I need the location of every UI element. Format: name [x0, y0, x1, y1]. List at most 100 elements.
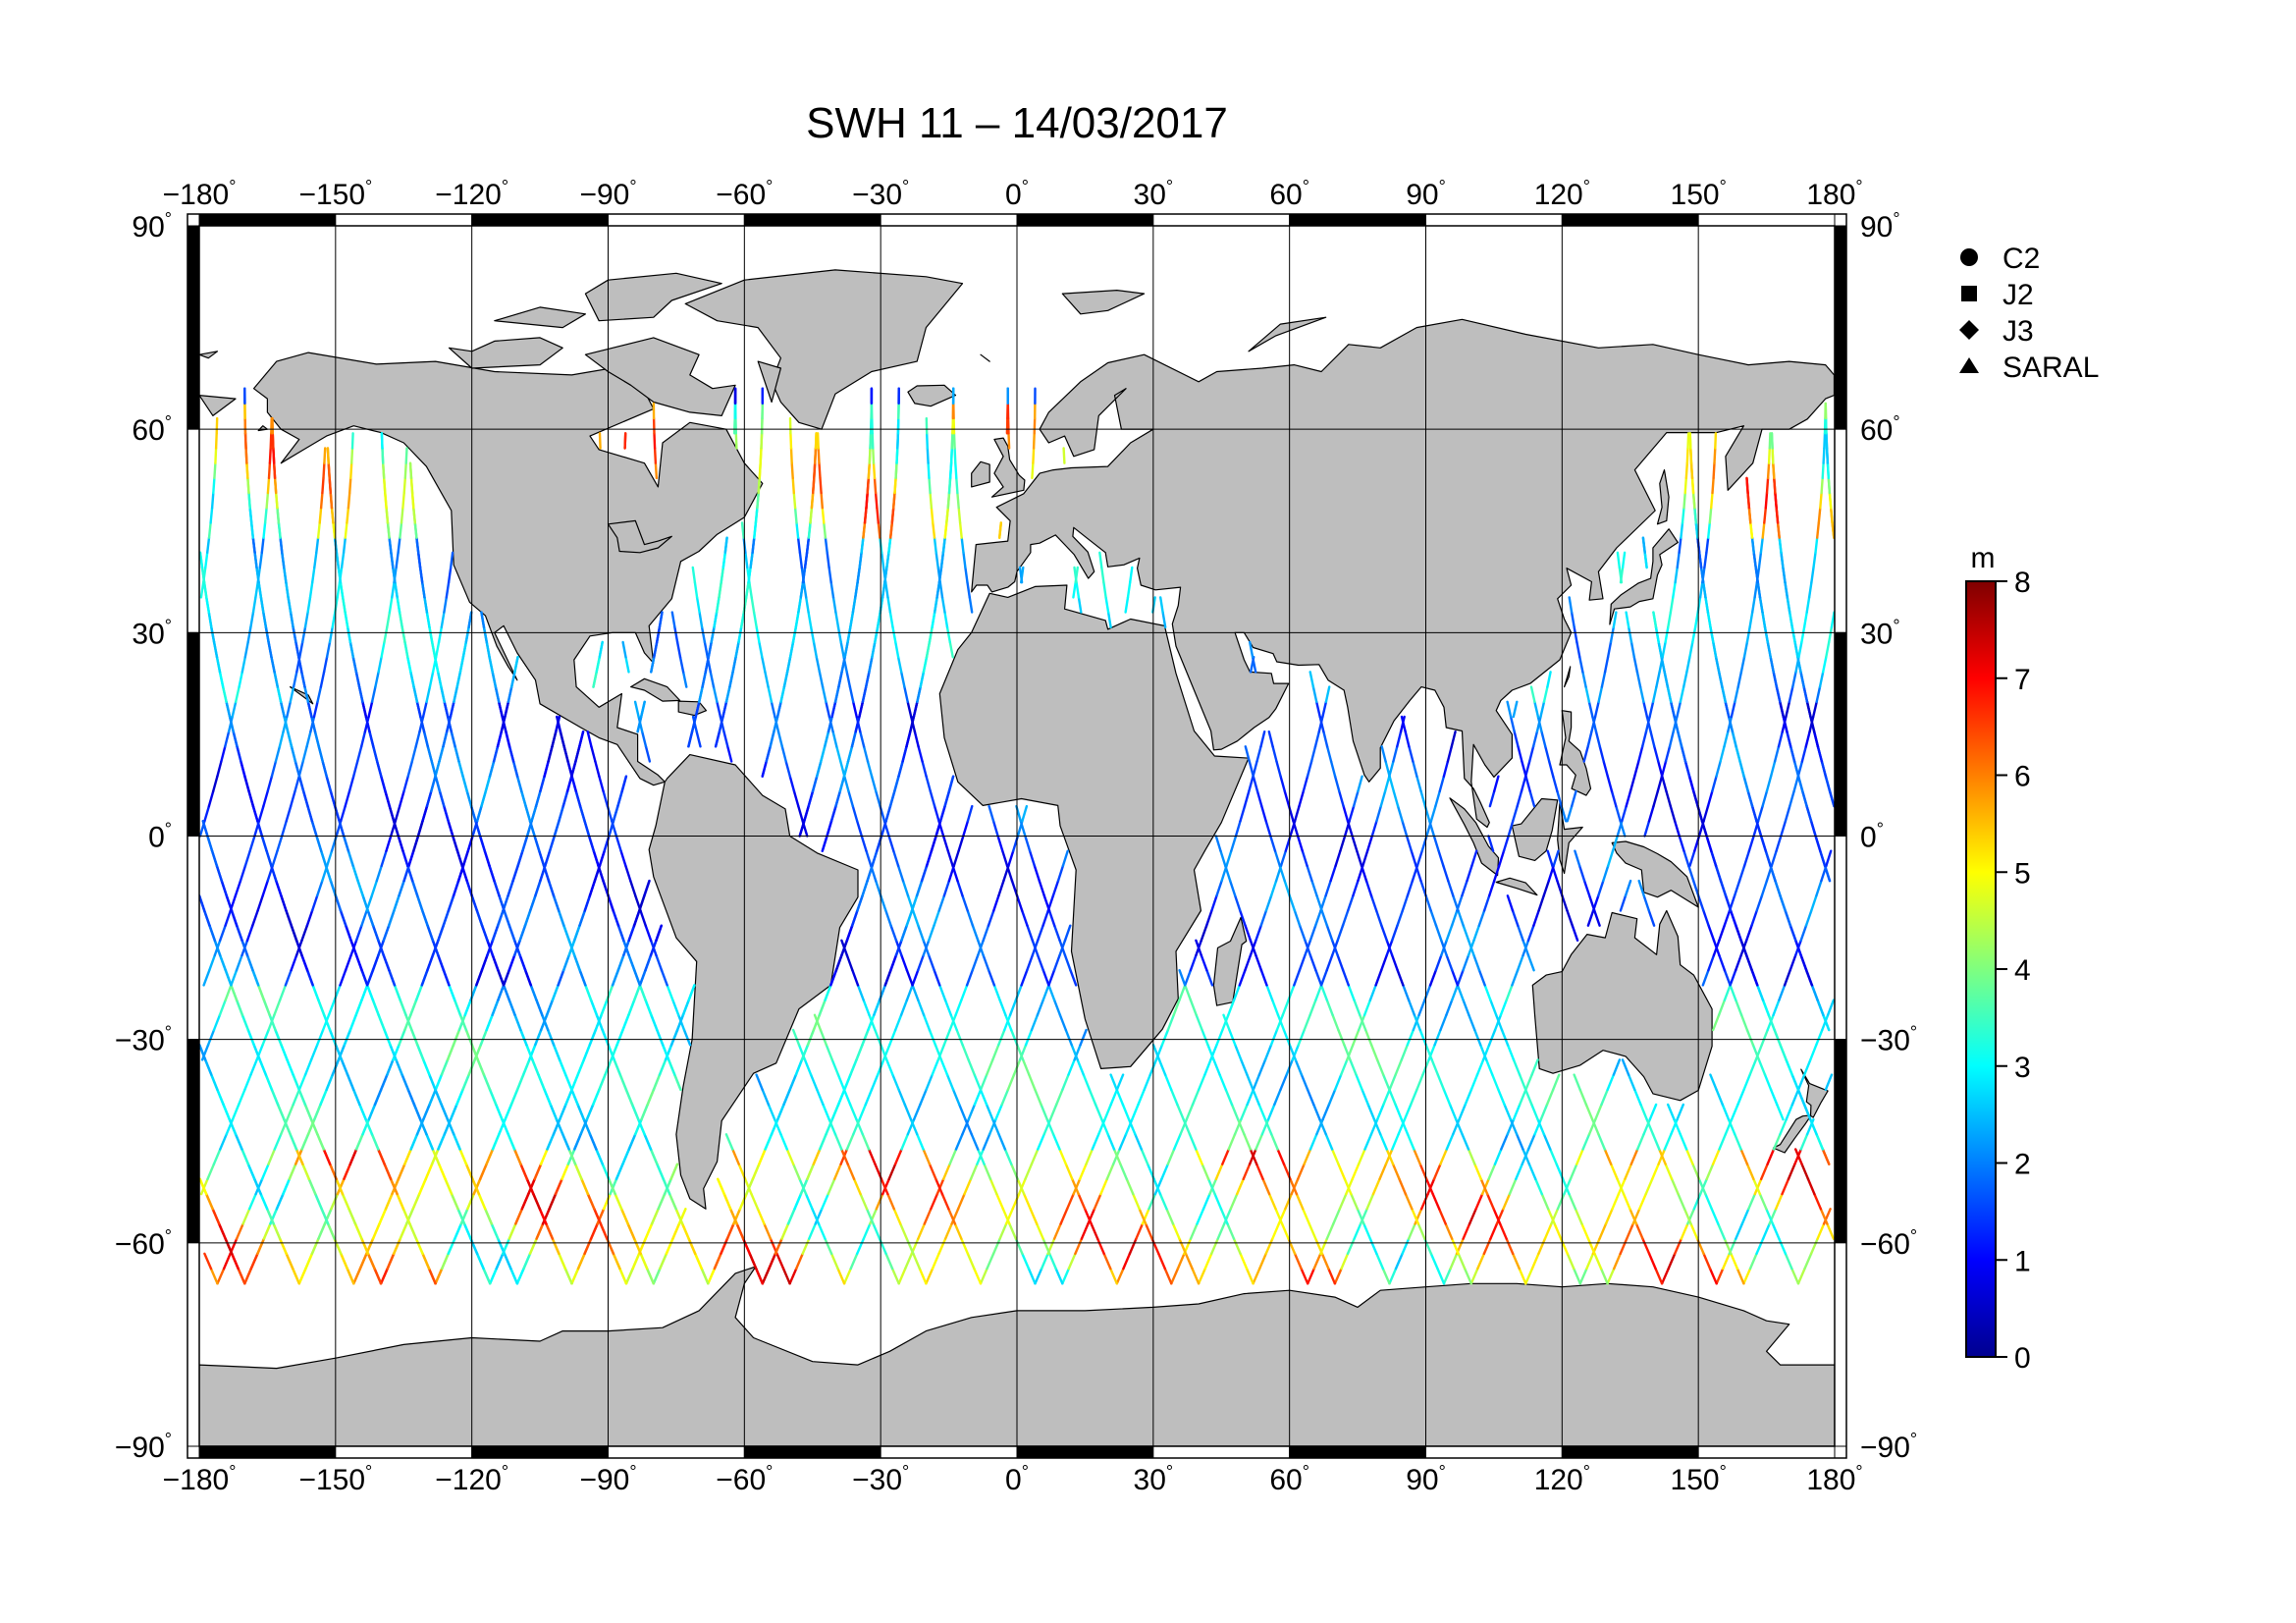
- track-segment: [1772, 671, 1779, 688]
- track-segment: [1364, 879, 1373, 897]
- track-segment: [1578, 1088, 1588, 1107]
- track-segment: [246, 476, 250, 495]
- track-segment: [983, 1163, 992, 1181]
- track-segment: [866, 760, 874, 778]
- track-segment: [1624, 1163, 1633, 1181]
- track-segment: [282, 1177, 291, 1196]
- track-segment: [245, 924, 254, 942]
- track-segment: [626, 1222, 636, 1240]
- track-segment: [1368, 984, 1377, 1001]
- track-segment: [1442, 760, 1450, 778]
- track-segment: [465, 879, 473, 897]
- track-segment: [909, 1117, 919, 1136]
- track-segment: [1641, 1237, 1651, 1256]
- track-segment: [819, 1028, 828, 1047]
- track-segment: [271, 849, 279, 868]
- track-segment: [1477, 909, 1486, 927]
- track-segment: [1611, 1192, 1621, 1211]
- track-segment: [1178, 1237, 1188, 1256]
- track-segment: [215, 656, 222, 674]
- track-segment: [425, 685, 432, 703]
- track-segment: [955, 476, 959, 495]
- track-segment: [243, 1267, 253, 1285]
- track-segment: [1526, 953, 1535, 972]
- track-segment: [798, 820, 806, 838]
- track-segment: [1789, 745, 1796, 763]
- track-segment: [1072, 1177, 1082, 1196]
- track-segment: [384, 1192, 394, 1211]
- track-segment: [406, 656, 412, 674]
- track-segment: [612, 804, 619, 823]
- track-segment: [1778, 536, 1783, 554]
- track-segment: [294, 939, 303, 957]
- lon-tick-label-bottom: 90°: [1406, 1462, 1446, 1496]
- track-segment: [1269, 835, 1277, 852]
- track-segment: [1214, 1163, 1224, 1181]
- track-segment: [546, 1133, 556, 1151]
- track-segment: [1361, 1088, 1370, 1107]
- track-segment: [1647, 1252, 1657, 1271]
- track-segment: [1516, 789, 1523, 808]
- track-segment: [267, 461, 272, 480]
- track-segment: [1442, 864, 1450, 883]
- land-polygon: [1772, 1068, 1829, 1154]
- track-segment: [1789, 924, 1797, 942]
- track-segment: [1802, 611, 1808, 628]
- track-segment: [620, 1208, 629, 1225]
- track-segment: [1239, 909, 1247, 927]
- track-segment: [988, 969, 996, 987]
- track-segment: [1669, 804, 1677, 823]
- track-segment: [249, 1252, 259, 1271]
- track-segment: [1533, 700, 1540, 719]
- track-segment: [1547, 760, 1555, 778]
- track-segment: [731, 656, 737, 674]
- track-segment: [430, 760, 437, 778]
- track-segment: [594, 760, 601, 778]
- track-segment: [671, 999, 680, 1017]
- track-segment: [354, 999, 363, 1017]
- track-segment: [758, 461, 762, 480]
- track-segment: [1444, 1222, 1454, 1240]
- track-segment: [303, 1058, 313, 1076]
- track-segment: [475, 1252, 485, 1271]
- track-segment: [1128, 1237, 1138, 1256]
- track-segment: [761, 1267, 771, 1285]
- track-segment: [1511, 909, 1520, 927]
- track-segment: [388, 909, 396, 927]
- track-segment: [1708, 507, 1713, 524]
- track-segment: [1688, 432, 1692, 450]
- track-segment: [1267, 730, 1274, 748]
- track-segment: [982, 924, 990, 942]
- track-segment: [1747, 1192, 1757, 1211]
- track-segment: [1368, 1237, 1378, 1256]
- track-segment: [814, 447, 818, 464]
- track-segment: [234, 1133, 243, 1151]
- track-segment: [1796, 1267, 1806, 1285]
- track-segment: [973, 1073, 983, 1092]
- track-segment: [205, 596, 211, 614]
- track-segment: [587, 835, 595, 852]
- track-segment: [340, 1252, 348, 1271]
- track-segment: [1809, 1117, 1818, 1136]
- track-segment: [1582, 745, 1589, 763]
- track-segment: [1673, 820, 1682, 838]
- track-segment: [548, 1192, 558, 1211]
- land-polygon: [1495, 877, 1538, 896]
- track-segment: [1071, 1177, 1080, 1196]
- track-segment: [734, 640, 740, 659]
- track-segment: [300, 953, 309, 972]
- track-segment: [1518, 1073, 1527, 1092]
- track-segment: [887, 835, 895, 852]
- track-segment: [1188, 1133, 1198, 1151]
- track-segment: [1566, 1252, 1575, 1271]
- track-segment: [893, 1148, 903, 1165]
- track-segment: [1643, 551, 1648, 569]
- track-segment: [840, 939, 849, 957]
- map-border: [198, 225, 1836, 1447]
- track-segment: [1052, 924, 1061, 942]
- track-segment: [1773, 476, 1777, 495]
- track-segment: [475, 969, 484, 987]
- track-segment: [480, 789, 487, 808]
- track-segment: [1357, 775, 1363, 793]
- track-segment: [849, 1252, 859, 1271]
